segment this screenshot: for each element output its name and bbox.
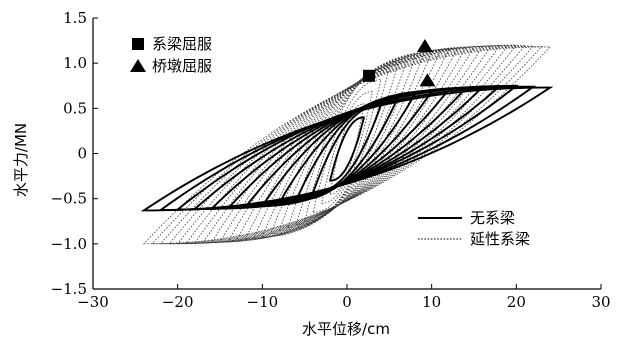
ductile-tie-beam-loop [329, 103, 365, 195]
ductile-tie-beam-loop [151, 46, 543, 245]
x-tick-label: −30 [77, 293, 109, 311]
y-tick-label: 0.5 [63, 99, 87, 117]
ductile-tie-beam-loops [142, 44, 552, 245]
ductile-tie-beam-loop [270, 55, 424, 234]
y-tick-label: 1.0 [63, 54, 87, 72]
axes: −30 −20 −10 0 10 20 30 −1.5 −1.0 −0.5 0 0.5 1.0 1.5 [51, 9, 611, 311]
ductile-tie-beam-loop [193, 45, 501, 244]
legend-triangle-icon [130, 59, 146, 72]
x-tick-label: 30 [591, 293, 610, 311]
ductile-tie-beam-loop [142, 46, 552, 245]
no-tie-beam-loop [140, 86, 554, 212]
tie-beam-yield-marker [363, 69, 376, 82]
ductile-tie-beam-loop [202, 45, 492, 244]
x-tick-label: −20 [162, 293, 194, 311]
y-tick-label: −1.5 [51, 280, 87, 298]
ductile-tie-beam-loop [159, 45, 535, 245]
y-tick-label: −1.0 [51, 235, 87, 253]
line-legend-label: 无系梁 [470, 209, 515, 227]
legend-square-icon [132, 38, 144, 50]
ductile-tie-beam-loop [219, 46, 475, 243]
yield-markers [363, 39, 436, 87]
no-tie-beam-loop [328, 116, 366, 182]
ductile-tie-beam-loop [185, 45, 509, 244]
ductile-tie-beam-loop [278, 58, 416, 231]
x-tick-label: −10 [247, 293, 279, 311]
line-legend-label: 延性系梁 [470, 230, 530, 248]
ductile-tie-beam-loop [312, 79, 382, 213]
marker-legend-label: 桥墩屈服 [152, 57, 212, 75]
marker-legend-label: 系梁屈服 [152, 35, 212, 53]
x-axis-label: 水平位移/cm [302, 320, 390, 338]
x-tick-label: 0 [342, 293, 352, 311]
x-tick-label: 10 [422, 293, 441, 311]
y-tick-label: −0.5 [51, 190, 87, 208]
y-tick-label: 0 [77, 145, 87, 163]
no-tie-beam-loops [140, 84, 554, 212]
x-tick-label: 20 [507, 293, 526, 311]
y-tick-label: 1.5 [63, 9, 87, 27]
y-axis-label: 水平力/MN [12, 123, 30, 197]
pier-yield-marker [416, 39, 433, 53]
ductile-tie-beam-loop [176, 44, 518, 245]
pier-yield-marker [419, 73, 436, 87]
ductile-tie-beam-loop [168, 45, 526, 245]
ductile-tie-beam-loop [321, 91, 373, 204]
